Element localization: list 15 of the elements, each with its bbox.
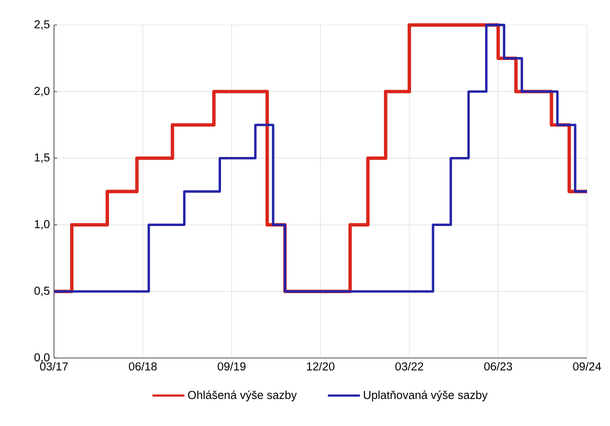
y-tick-label: 2,5	[34, 20, 50, 30]
x-tick-label: 06/18	[128, 362, 157, 370]
y-tick-label: 2,0	[34, 86, 50, 96]
y-tick-label: 1,0	[34, 220, 50, 230]
y-tick-label: 1,5	[34, 154, 50, 163]
x-tick-label: 06/23	[484, 362, 512, 370]
x-tick-label: 09/19	[218, 362, 246, 370]
x-tick-label: 09/24	[573, 362, 602, 370]
x-tick-label: 03/17	[40, 362, 68, 370]
y-tick-label: 0,0	[34, 353, 50, 363]
legend-label: Uplatňovaná výše sazby	[364, 390, 488, 402]
x-tick-label: 12/20	[306, 362, 334, 370]
x-tick-label: 03/22	[395, 362, 424, 370]
legend-label: Ohlášená výše sazby	[188, 390, 297, 402]
y-tick-label: 0,5	[34, 286, 50, 296]
